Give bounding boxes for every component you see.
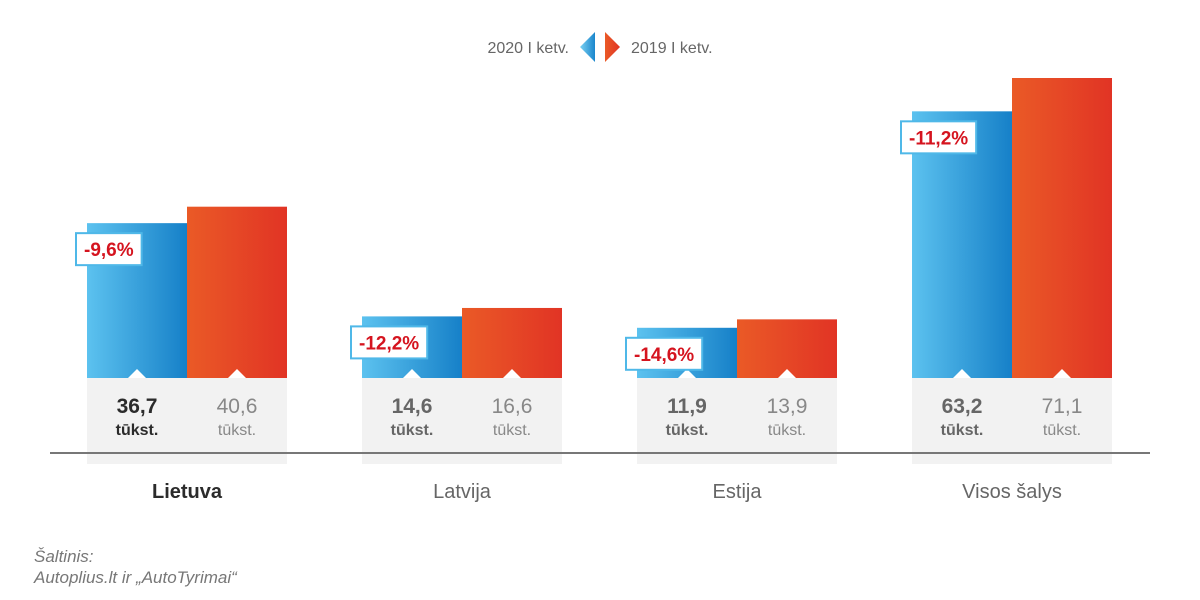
bar-notch <box>953 369 971 378</box>
source-text: Autoplius.lt ir „AutoTyrimai“ <box>34 568 237 587</box>
unit-label: tūkst. <box>391 422 434 439</box>
category-label: Latvija <box>433 481 492 503</box>
category-labels: Lietuva Latvija Estija Visos šalys <box>152 481 1062 503</box>
legend-marker-2020 <box>580 32 595 62</box>
change-label: -12,2% <box>359 333 419 354</box>
bar-2019 <box>462 307 562 378</box>
bar-2019 <box>737 319 837 378</box>
value-labels: 36,7 tūkst. 40,6 tūkst. 14,6 tūkst. 16,6 tūkst.… <box>116 395 1083 439</box>
unit-label: tūkst. <box>768 422 806 439</box>
bar-2020 <box>912 111 1012 378</box>
bar-notch <box>678 369 696 378</box>
value-label: 11,9 <box>667 395 707 418</box>
category-band <box>637 378 837 464</box>
change-badge-box <box>75 232 143 267</box>
change-badge: -11,2% <box>900 120 978 155</box>
bars <box>87 78 1112 378</box>
source-label: Šaltinis: <box>34 547 94 566</box>
legend-marker-2019 <box>605 32 620 62</box>
category-band <box>912 378 1112 464</box>
bar-notch <box>503 369 521 378</box>
bar-chart: 2020 I ketv. 2019 I ketv. 36,7 tūkst. 40,6 t… <box>50 32 1150 503</box>
value-label: 16,6 <box>492 395 533 418</box>
value-label: 13,9 <box>767 395 808 418</box>
bar-2019 <box>187 206 287 378</box>
value-label: 71,1 <box>1042 395 1083 418</box>
legend-label-2019: 2019 I ketv. <box>631 40 713 57</box>
unit-label: tūkst. <box>116 422 159 439</box>
change-label: -11,2% <box>909 128 968 149</box>
unit-label: tūkst. <box>218 422 256 439</box>
unit-label: tūkst. <box>666 422 709 439</box>
change-label: -9,6% <box>84 240 134 261</box>
change-badge: -14,6% <box>625 336 704 371</box>
source-note: Šaltinis: Autoplius.lt ir „AutoTyrimai“ <box>34 546 237 588</box>
value-label: 63,2 <box>942 395 983 418</box>
category-label: Visos šalys <box>962 481 1062 503</box>
change-badge-box <box>350 325 429 360</box>
change-badge-box <box>625 336 704 371</box>
change-badge: -9,6% <box>75 232 143 267</box>
change-label: -14,6% <box>634 345 694 366</box>
value-label: 40,6 <box>217 395 258 418</box>
change-badge: -12,2% <box>350 325 429 360</box>
bar-notch <box>403 369 421 378</box>
unit-label: tūkst. <box>493 422 531 439</box>
legend-label-2020: 2020 I ketv. <box>487 40 569 57</box>
category-band <box>87 378 287 464</box>
bar-notch <box>778 369 796 378</box>
category-label: Lietuva <box>152 481 223 503</box>
value-label: 14,6 <box>392 395 433 418</box>
bar-notch <box>128 369 146 378</box>
bar-notch <box>1053 369 1071 378</box>
legend: 2020 I ketv. 2019 I ketv. <box>487 32 713 62</box>
bar-notch <box>228 369 246 378</box>
change-labels: -9,6% -12,2% -14,6% -11,2% <box>75 120 978 371</box>
bar-2019 <box>1012 78 1112 378</box>
unit-label: tūkst. <box>1043 422 1081 439</box>
change-badge-box <box>900 120 978 155</box>
unit-label: tūkst. <box>941 422 984 439</box>
value-label: 36,7 <box>117 395 158 418</box>
category-label: Estija <box>713 481 763 503</box>
category-backgrounds <box>87 378 1112 464</box>
category-band <box>362 378 562 464</box>
